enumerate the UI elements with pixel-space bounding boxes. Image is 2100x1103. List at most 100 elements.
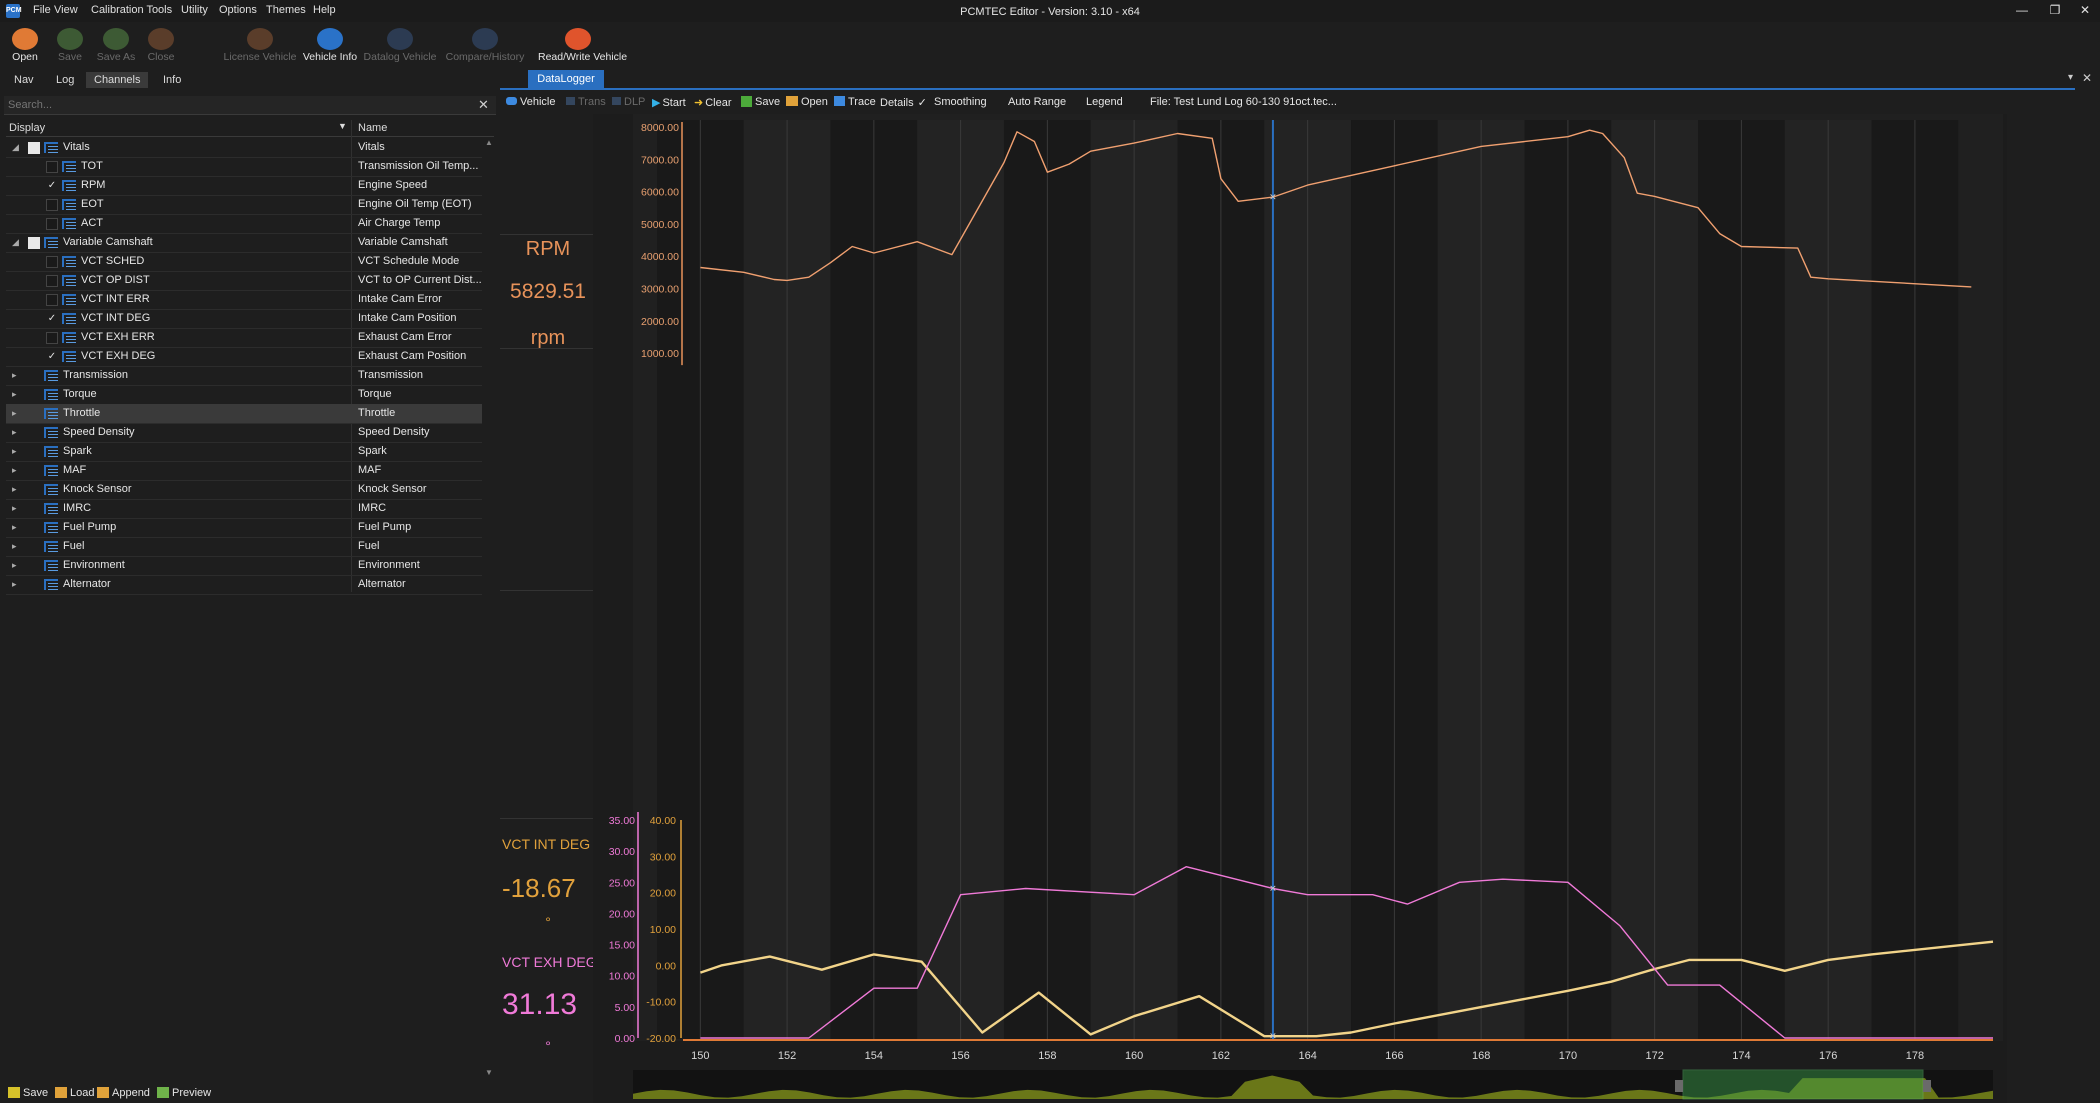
clear-search-icon[interactable]: ✕: [478, 97, 489, 112]
col-header-display[interactable]: Display: [9, 122, 46, 134]
license-vehicle-button[interactable]: License Vehicle: [220, 26, 300, 70]
menu-themes[interactable]: Themes: [266, 4, 306, 16]
tree-row[interactable]: ▸ Fuel Pump Fuel Pump: [6, 518, 482, 538]
tree-row[interactable]: TOT Transmission Oil Temp...: [6, 157, 482, 177]
vehicle-info-button[interactable]: Vehicle Info: [290, 26, 370, 70]
tree-row[interactable]: VCT OP DIST VCT to OP Current Dist...: [6, 271, 482, 291]
tree-scrollbar[interactable]: ▲ ▼: [484, 138, 494, 1078]
auto-range-toggle[interactable]: Auto Range: [1008, 96, 1067, 108]
expand-icon[interactable]: ▸: [12, 427, 17, 437]
tree-row[interactable]: ▸ Fuel Fuel: [6, 537, 482, 557]
tab-menu-icon[interactable]: ▾: [2068, 72, 2074, 83]
expand-icon[interactable]: ▸: [12, 503, 17, 513]
tab-datalogger[interactable]: DataLogger: [528, 70, 604, 88]
bottom-save-button[interactable]: Save: [8, 1087, 48, 1099]
expand-icon[interactable]: ▸: [12, 446, 17, 456]
tree-row[interactable]: VCT EXH ERR Exhaust Cam Error: [6, 328, 482, 348]
col-header-name[interactable]: Name: [358, 122, 388, 134]
tree-row[interactable]: ◢ Vitals Vitals: [6, 138, 482, 158]
expand-icon[interactable]: ▸: [12, 541, 17, 551]
expand-icon[interactable]: ▸: [12, 522, 17, 532]
vehicle-button[interactable]: Vehicle: [506, 96, 555, 108]
sort-dropdown-icon[interactable]: ▼: [338, 121, 347, 131]
close-tab-icon[interactable]: ✕: [2082, 71, 2093, 85]
close-file-button[interactable]: Close: [121, 26, 201, 70]
tree-row[interactable]: ▸ Spark Spark: [6, 442, 482, 462]
datalog-chart[interactable]: 8000.00 7000.00 6000.00 5000.00 4000.00 3000.…: [593, 114, 2007, 1103]
menu-options[interactable]: Options: [219, 4, 257, 16]
save-button[interactable]: Save: [30, 26, 110, 70]
tree-row[interactable]: ▸ Knock Sensor Knock Sensor: [6, 480, 482, 500]
tree-row[interactable]: EOT Engine Oil Temp (EOT): [6, 195, 482, 215]
tree-row[interactable]: ACT Air Charge Temp: [6, 214, 482, 234]
expand-icon[interactable]: ▸: [12, 370, 17, 380]
channel-checkbox[interactable]: [46, 332, 58, 344]
tree-row[interactable]: VCT SCHED VCT Schedule Mode: [6, 252, 482, 272]
trace-button[interactable]: Trace: [834, 96, 876, 108]
tree-row[interactable]: ▸ Torque Torque: [6, 385, 482, 405]
tree-row[interactable]: ✓ VCT INT DEG Intake Cam Position: [6, 309, 482, 329]
channel-checkbox[interactable]: ✓: [47, 313, 57, 324]
dl-open-button[interactable]: Open: [786, 96, 828, 108]
read-write-vehicle-button[interactable]: Read/Write Vehicle: [538, 26, 627, 70]
menu-calibration-tools[interactable]: Calibration Tools: [91, 4, 173, 16]
channel-checkbox[interactable]: [46, 275, 58, 287]
menu-utility[interactable]: Utility: [181, 4, 208, 16]
scroll-up-icon[interactable]: ▲: [485, 138, 493, 147]
tree-row[interactable]: ▸ Environment Environment: [6, 556, 482, 576]
collapse-icon[interactable]: ◢: [12, 142, 19, 152]
legend-toggle[interactable]: Legend: [1086, 96, 1123, 108]
start-button[interactable]: ▶ Start: [652, 97, 686, 109]
expand-icon[interactable]: ▸: [12, 560, 17, 570]
tree-row[interactable]: ✓ RPM Engine Speed: [6, 176, 482, 196]
dl-save-button[interactable]: Save: [741, 96, 780, 108]
expand-icon[interactable]: ▸: [12, 579, 17, 589]
channel-checkbox[interactable]: [28, 237, 40, 249]
tree-row[interactable]: ▸ Alternator Alternator: [6, 575, 482, 595]
channel-checkbox[interactable]: [28, 142, 40, 154]
clear-button[interactable]: ➜ Clear: [694, 97, 732, 109]
tab-channels[interactable]: Channels: [86, 72, 149, 88]
menu-view[interactable]: View: [54, 4, 78, 16]
channel-checkbox[interactable]: [46, 199, 58, 211]
tree-row[interactable]: ▸ IMRC IMRC: [6, 499, 482, 519]
tree-row[interactable]: ▸ Transmission Transmission: [6, 366, 482, 386]
menu-file[interactable]: File: [33, 4, 51, 16]
tree-row[interactable]: ▸ Throttle Throttle: [6, 404, 482, 424]
channel-checkbox[interactable]: [46, 256, 58, 268]
tree-row[interactable]: ✓ VCT EXH DEG Exhaust Cam Position: [6, 347, 482, 367]
channel-checkbox[interactable]: ✓: [47, 351, 57, 362]
menu-help[interactable]: Help: [313, 4, 336, 16]
tree-row[interactable]: VCT INT ERR Intake Cam Error: [6, 290, 482, 310]
trans-button[interactable]: Trans: [566, 96, 606, 108]
details-toggle[interactable]: Details ✓: [880, 97, 927, 109]
channel-checkbox[interactable]: [46, 161, 58, 173]
open-button[interactable]: Open: [0, 26, 65, 70]
tree-row[interactable]: ▸ Speed Density Speed Density: [6, 423, 482, 443]
save-as-button[interactable]: Save As: [76, 26, 156, 70]
tab-nav[interactable]: Nav: [14, 74, 34, 86]
bottom-load-button[interactable]: Load: [55, 1087, 94, 1099]
expand-icon[interactable]: ▸: [12, 389, 17, 399]
restore-button[interactable]: ❐: [2049, 3, 2061, 17]
search-input[interactable]: [8, 97, 468, 113]
channel-checkbox[interactable]: [46, 218, 58, 230]
tree-row[interactable]: ▸ MAF MAF: [6, 461, 482, 481]
channel-checkbox[interactable]: [46, 294, 58, 306]
bottom-preview-button[interactable]: Preview: [157, 1087, 211, 1099]
scroll-down-icon[interactable]: ▼: [485, 1068, 493, 1077]
minimize-button[interactable]: —: [2016, 3, 2028, 17]
expand-icon[interactable]: ▸: [12, 408, 17, 418]
channel-checkbox[interactable]: ✓: [47, 180, 57, 191]
expand-icon[interactable]: ▸: [12, 465, 17, 475]
collapse-icon[interactable]: ◢: [12, 237, 19, 247]
smoothing-toggle[interactable]: Smoothing: [934, 96, 987, 108]
bottom-append-button[interactable]: Append: [97, 1087, 150, 1099]
compare-history-button[interactable]: Compare/History: [445, 26, 525, 70]
datalog-vehicle-button[interactable]: Datalog Vehicle: [360, 26, 440, 70]
expand-icon[interactable]: ▸: [12, 484, 17, 494]
tree-row[interactable]: ◢ Variable Camshaft Variable Camshaft: [6, 233, 482, 253]
close-window-button[interactable]: ✕: [2079, 3, 2091, 17]
tab-log[interactable]: Log: [56, 74, 75, 86]
tab-info[interactable]: Info: [163, 74, 182, 86]
